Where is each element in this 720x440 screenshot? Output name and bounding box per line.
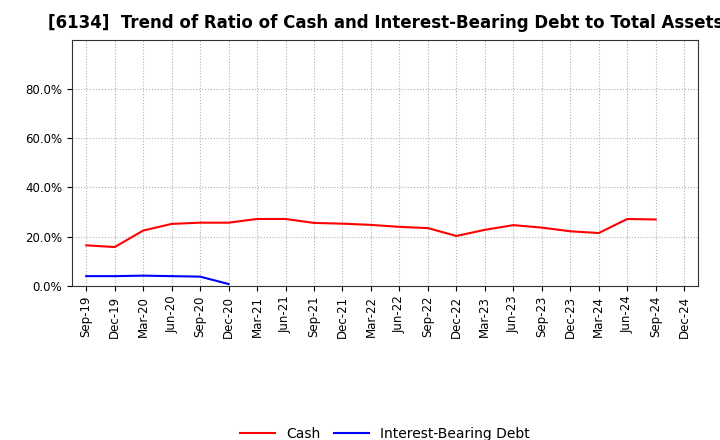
Cash (509, 223, 518, 228)
Cash (110, 245, 119, 250)
Title: [6134]  Trend of Ratio of Cash and Interest-Bearing Debt to Total Assets: [6134] Trend of Ratio of Cash and Intere… (48, 15, 720, 33)
Cash (423, 225, 432, 231)
Cash (139, 228, 148, 233)
Cash (225, 220, 233, 225)
Cash (395, 224, 404, 230)
Line: Interest-Bearing Debt: Interest-Bearing Debt (86, 275, 229, 284)
Cash (452, 233, 461, 238)
Cash (366, 222, 375, 227)
Line: Cash: Cash (86, 219, 656, 247)
Interest-Bearing Debt (167, 274, 176, 279)
Cash (282, 216, 290, 222)
Legend: Cash, Interest-Bearing Debt: Cash, Interest-Bearing Debt (235, 421, 536, 440)
Interest-Bearing Debt (225, 282, 233, 287)
Cash (537, 225, 546, 230)
Cash (652, 217, 660, 222)
Interest-Bearing Debt (196, 274, 204, 279)
Cash (253, 216, 261, 222)
Cash (196, 220, 204, 225)
Cash (167, 221, 176, 227)
Interest-Bearing Debt (110, 274, 119, 279)
Cash (338, 221, 347, 226)
Cash (623, 216, 631, 222)
Interest-Bearing Debt (139, 273, 148, 278)
Cash (82, 243, 91, 248)
Cash (595, 231, 603, 236)
Cash (310, 220, 318, 226)
Cash (566, 229, 575, 234)
Interest-Bearing Debt (82, 274, 91, 279)
Cash (480, 227, 489, 232)
